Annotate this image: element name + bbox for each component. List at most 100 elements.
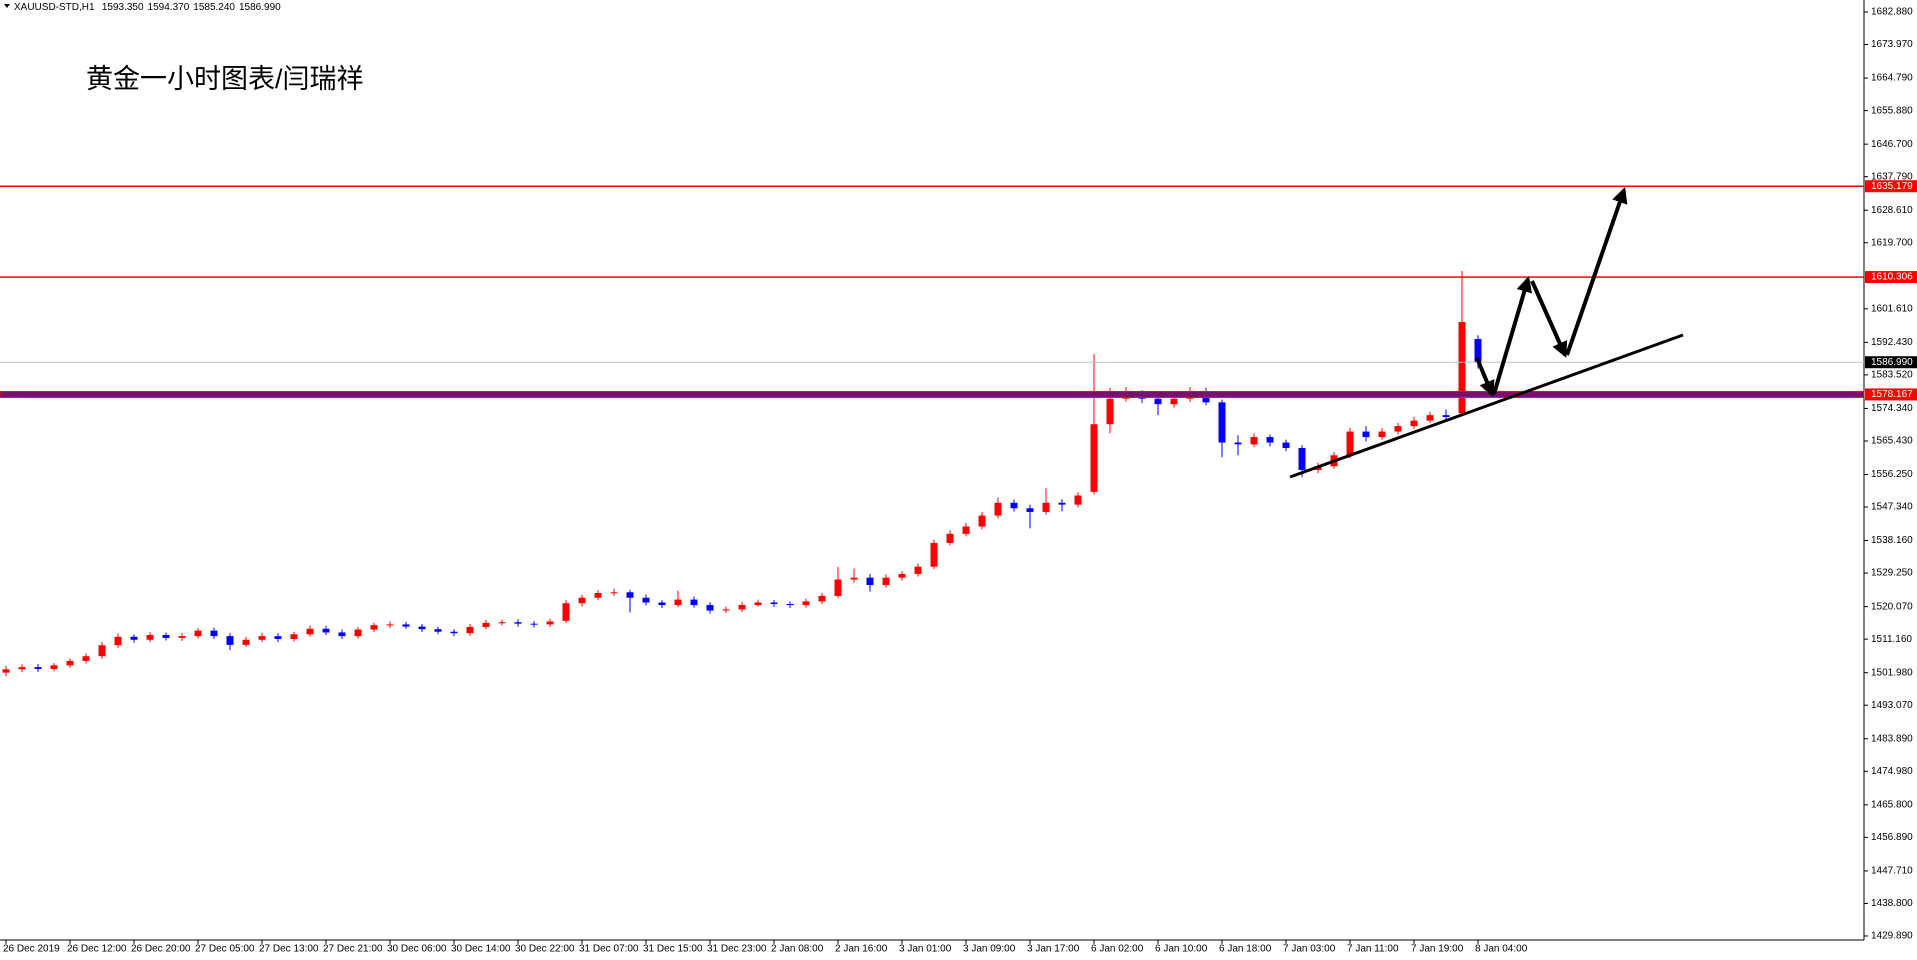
trend-line	[1289, 333, 1684, 479]
candle-body	[194, 630, 202, 637]
y-tick-label: 1664.790	[1871, 73, 1913, 84]
x-tick-label: 26 Dec 12:00	[67, 944, 127, 955]
candle-body	[578, 597, 586, 604]
candle-body	[946, 533, 954, 543]
x-tick-label: 2 Jan 16:00	[835, 944, 888, 955]
level-label: 1586.990	[1871, 357, 1913, 368]
candle-body	[1042, 502, 1050, 512]
candle-body	[242, 639, 250, 645]
candle-body	[114, 636, 122, 646]
level-band	[0, 390, 1865, 398]
header-low: 1585.240	[193, 2, 235, 13]
x-tick-label: 31 Dec 07:00	[579, 944, 639, 955]
x-tick-label: 30 Dec 06:00	[387, 944, 447, 955]
y-tick-label: 1574.340	[1871, 403, 1913, 414]
candle-body	[770, 602, 778, 604]
candle-body	[738, 605, 746, 610]
y-tick-label: 1529.250	[1871, 568, 1913, 579]
candle-body	[402, 624, 410, 627]
candle-body	[130, 636, 138, 640]
candle-body	[594, 593, 602, 598]
y-tick-label: 1501.980	[1871, 667, 1913, 678]
candle-body	[370, 625, 378, 630]
candle-body	[178, 636, 186, 638]
candle-body	[1266, 437, 1274, 443]
candle-body	[290, 634, 298, 640]
candle-body	[882, 577, 890, 585]
x-tick-label: 6 Jan 18:00	[1219, 944, 1272, 955]
candle-body	[386, 624, 394, 626]
y-tick-label: 1511.160	[1871, 634, 1912, 645]
candle-body	[994, 502, 1002, 516]
y-tick-label: 1565.430	[1871, 436, 1913, 447]
x-tick-label: 30 Dec 22:00	[515, 944, 575, 955]
arrow	[1530, 280, 1568, 358]
x-tick-label: 26 Dec 20:00	[131, 944, 191, 955]
x-tick-label: 7 Jan 03:00	[1283, 944, 1336, 955]
candle-body	[914, 566, 922, 575]
x-tick-label: 30 Dec 14:00	[451, 944, 511, 955]
candle-body	[930, 542, 938, 567]
candle-body	[1154, 398, 1162, 405]
level-label-bg	[1865, 356, 1917, 369]
y-tick-label: 1673.970	[1871, 39, 1913, 50]
level-label-bg	[1865, 180, 1917, 193]
y-tick-label: 1646.700	[1871, 139, 1913, 150]
candle-body	[674, 599, 682, 606]
candle-body	[1410, 420, 1418, 427]
candle-body	[658, 602, 666, 606]
candle-body	[1298, 448, 1306, 470]
level-label: 1610.306	[1871, 272, 1913, 283]
arrow	[1565, 186, 1628, 356]
candle-body	[898, 574, 906, 578]
candle-body	[1170, 398, 1178, 405]
menu-triangle	[4, 4, 10, 8]
y-tick-label: 1493.070	[1871, 700, 1913, 711]
y-tick-label: 1429.890	[1871, 931, 1913, 942]
x-tick-label: 3 Jan 01:00	[899, 944, 952, 955]
candle-body	[1282, 442, 1290, 449]
candle-body	[498, 622, 506, 624]
x-tick-label: 31 Dec 15:00	[643, 944, 703, 955]
candle-body	[306, 628, 314, 635]
candle-body	[2, 669, 10, 673]
candle-body	[18, 667, 26, 670]
y-tick-label: 1438.800	[1871, 898, 1913, 909]
x-tick-label: 27 Dec 21:00	[323, 944, 383, 955]
candle-body	[1378, 431, 1386, 438]
candle-body	[418, 626, 426, 630]
candle-body	[706, 605, 714, 611]
y-tick-label: 1474.980	[1871, 766, 1913, 777]
chart-title: 黄金一小时图表/闫瑞祥	[86, 64, 364, 94]
candle-body	[850, 577, 858, 580]
x-tick-label: 7 Jan 19:00	[1411, 944, 1464, 955]
y-tick-label: 1483.890	[1871, 733, 1913, 744]
y-tick-label: 1592.430	[1871, 337, 1913, 348]
candle-body	[610, 592, 618, 594]
y-tick-label: 1655.880	[1871, 105, 1913, 116]
candle-body	[1106, 398, 1114, 425]
candle-body	[1090, 424, 1098, 492]
x-tick-label: 3 Jan 09:00	[963, 944, 1016, 955]
candle-body	[786, 603, 794, 606]
y-tick-label: 1456.890	[1871, 832, 1913, 843]
candle-body	[1362, 431, 1370, 438]
candle-body	[722, 609, 730, 611]
candle-body	[1458, 322, 1466, 414]
candle-body	[338, 632, 346, 637]
y-tick-label: 1682.880	[1871, 7, 1913, 18]
candle-body	[354, 629, 362, 637]
candle-body	[802, 601, 810, 606]
x-tick-label: 26 Dec 2019	[3, 944, 60, 955]
x-tick-label: 3 Jan 17:00	[1027, 944, 1080, 955]
candle-body	[1218, 402, 1226, 443]
header-close: 1586.990	[239, 2, 281, 13]
y-tick-label: 1556.250	[1871, 469, 1913, 480]
symbol: XAUUSD-STD,H1	[14, 2, 95, 13]
candle-body	[482, 622, 490, 627]
candle-body	[50, 665, 58, 669]
candle-body	[162, 635, 170, 638]
candle-body	[866, 577, 874, 585]
